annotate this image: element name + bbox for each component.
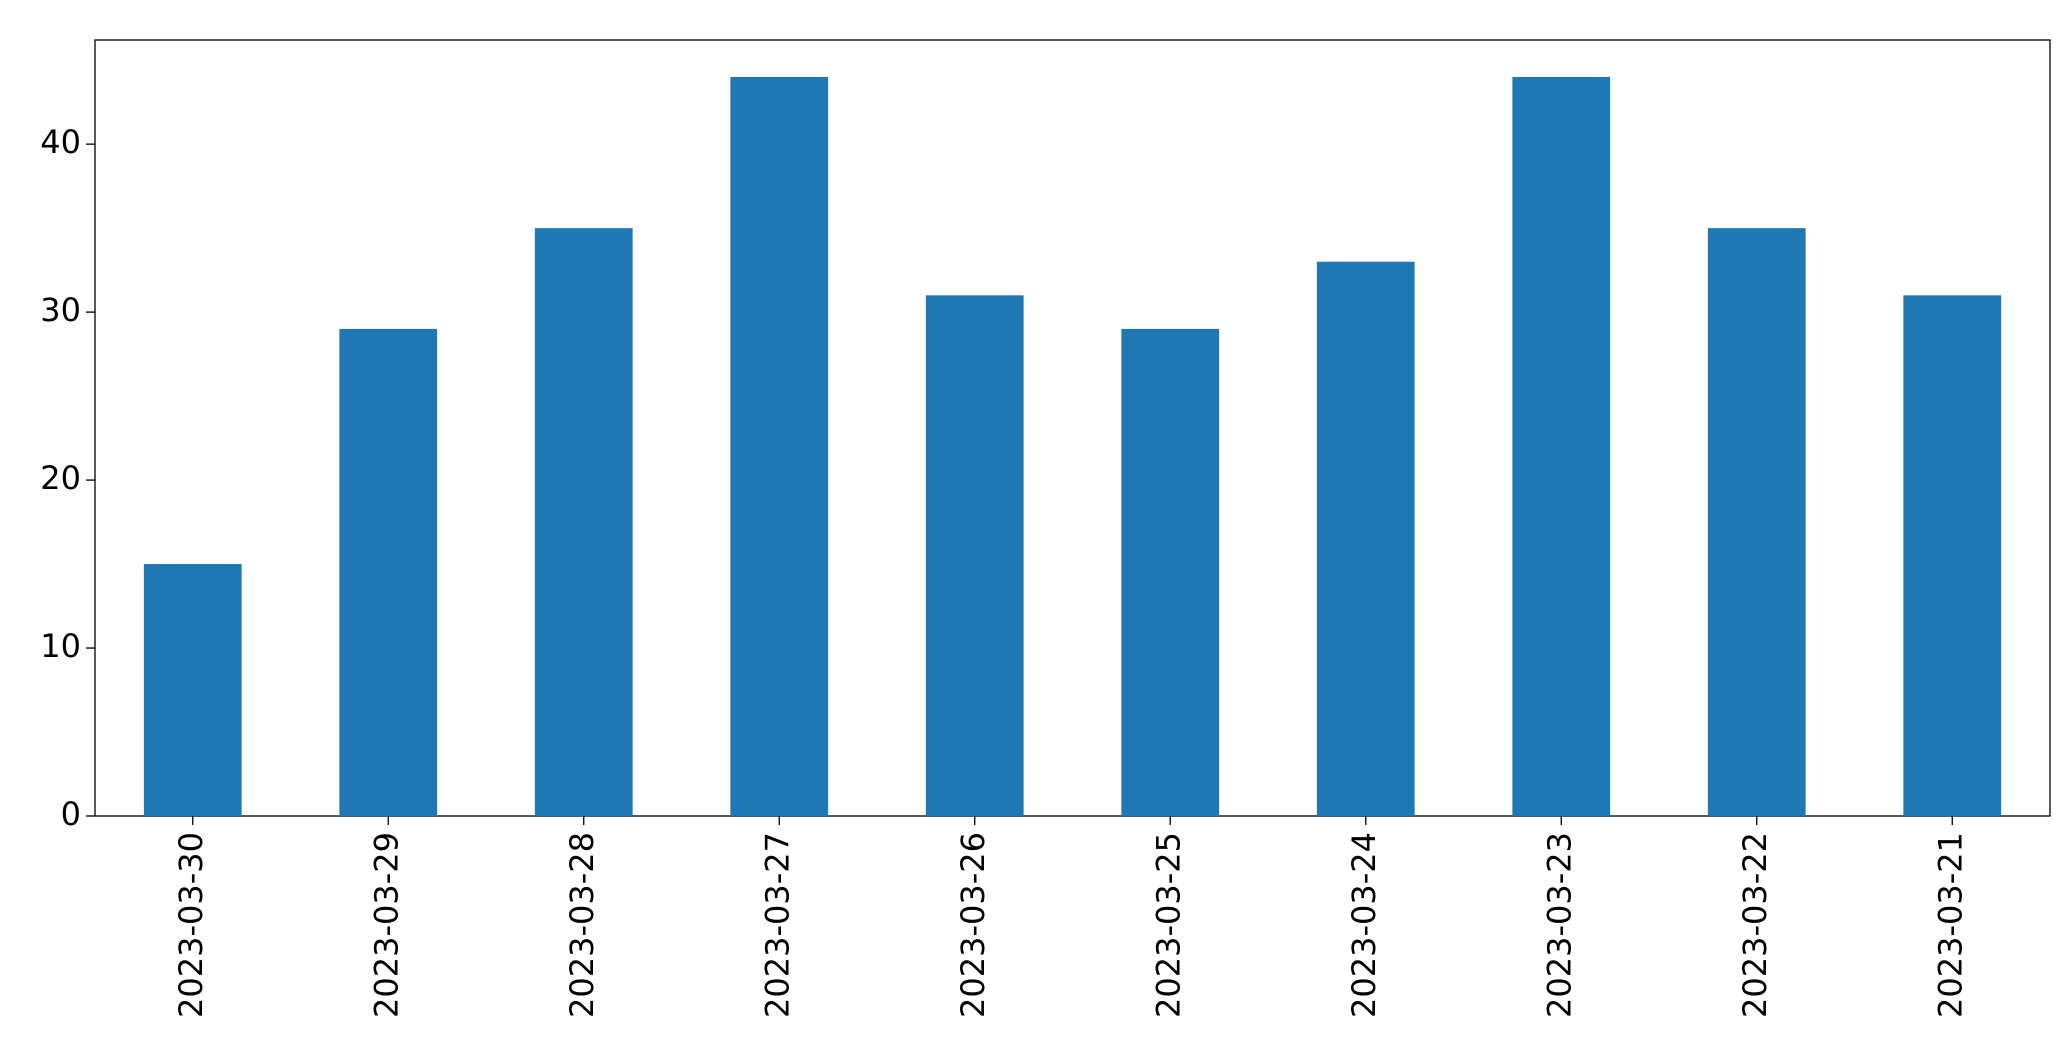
bar (730, 76, 829, 816)
x-tick-label: 2023-03-21 (1931, 832, 1969, 1018)
bar (143, 564, 242, 816)
plot-frame (94, 39, 2051, 817)
bar (1707, 228, 1806, 816)
x-tick-label: 2023-03-26 (954, 832, 992, 1018)
bar (534, 228, 633, 816)
y-tick-label: 40 (40, 123, 81, 161)
y-tick-label: 30 (40, 291, 81, 329)
y-tick-label: 20 (40, 459, 81, 497)
x-tick-label: 2023-03-22 (1736, 832, 1774, 1018)
x-tick-label: 2023-03-23 (1540, 832, 1578, 1018)
x-tick-label: 2023-03-27 (758, 832, 796, 1018)
bar (1121, 328, 1220, 816)
x-tick-label: 2023-03-29 (367, 832, 405, 1018)
bar (1903, 295, 2002, 816)
x-tick-label: 2023-03-30 (172, 832, 210, 1018)
y-tick-label: 0 (61, 795, 81, 833)
bar (1512, 76, 1611, 816)
bar (1316, 261, 1415, 816)
bar (339, 328, 438, 816)
x-tick-label: 2023-03-24 (1345, 832, 1383, 1018)
y-tick-label: 10 (40, 627, 81, 665)
x-tick-label: 2023-03-25 (1149, 832, 1187, 1018)
bar (925, 295, 1024, 816)
x-tick-label: 2023-03-28 (563, 832, 601, 1018)
